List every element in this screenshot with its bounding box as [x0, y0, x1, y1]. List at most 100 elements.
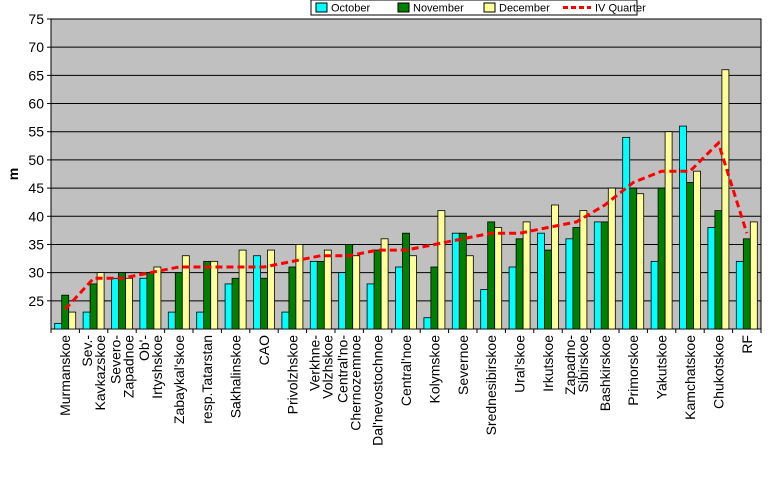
- bar-november: [430, 266, 439, 330]
- legend-swatch: [397, 2, 410, 13]
- x-tick-label: Central'no-Chernozemnoe: [335, 335, 364, 431]
- bar-october: [451, 232, 460, 330]
- x-tick-label-line: Primorskoe: [625, 335, 641, 406]
- x-tick-label: Zapadno-Sibirskoe: [562, 335, 591, 395]
- y-tick-label: 30: [28, 265, 44, 281]
- y-axis-label: m: [5, 168, 21, 180]
- bar-december: [153, 266, 162, 330]
- bar-november: [458, 232, 467, 330]
- x-tick-label: Murmanskoe: [57, 335, 73, 416]
- bar-december: [181, 255, 190, 330]
- x-tick-label: Central'noe: [398, 335, 414, 406]
- x-tick-label: Sev.-Kavkazskoe: [79, 335, 108, 411]
- bar-december: [465, 255, 474, 330]
- bar-december: [494, 227, 503, 330]
- x-tick-label-line: Verkhne-: [306, 335, 322, 391]
- bar-october: [338, 272, 347, 330]
- legend-swatch: [483, 2, 496, 13]
- bar-december: [636, 193, 645, 330]
- bar-october: [537, 232, 545, 330]
- x-tick-label: CAO: [256, 335, 272, 365]
- bar-december: [579, 210, 588, 330]
- x-tick-label-line: Irtyshskoe: [149, 335, 165, 399]
- x-tick-label-line: Zabaykal'skoe: [171, 335, 187, 424]
- legend-label: November: [413, 3, 464, 15]
- x-tick-label-line: CAO: [256, 335, 272, 365]
- legend-label: October: [331, 3, 370, 15]
- x-tick-label-line: Srednesibirskoe: [483, 335, 499, 436]
- bar-november: [572, 227, 581, 330]
- x-tick-label: Privolzhskoe: [284, 335, 300, 415]
- y-tick-label: 35: [28, 236, 44, 252]
- x-tick-label-line: Ob'-: [136, 335, 152, 361]
- bar-october: [224, 283, 233, 330]
- bar-november: [146, 272, 155, 330]
- bar-november: [174, 272, 183, 330]
- x-tick-label-line: Severo-: [108, 335, 124, 384]
- bar-december: [409, 255, 417, 330]
- bar-october: [281, 311, 290, 330]
- bar-december: [238, 249, 247, 330]
- bar-october: [366, 283, 375, 330]
- x-tick-label-line: Zapadnoe: [121, 335, 137, 398]
- bar-october: [54, 322, 63, 330]
- bar-december: [749, 221, 758, 330]
- x-tick-label: resp.Tatarstan: [199, 335, 215, 424]
- x-tick-label-line: Volzhskoe: [319, 335, 335, 399]
- x-tick-label: Severnoe: [455, 335, 471, 395]
- bar-november: [714, 210, 723, 330]
- bar-december: [68, 311, 77, 330]
- bar-november: [118, 272, 126, 330]
- bar-october: [167, 311, 176, 330]
- x-tick-label: Ob'-Irtyshskoe: [136, 335, 165, 399]
- x-tick-label: Kamchatskoe: [682, 335, 698, 420]
- y-tick-label: 75: [28, 11, 44, 27]
- bar-december: [96, 272, 105, 330]
- line-iv-quarter: [64, 140, 749, 311]
- x-tick-label-line: Sev.-: [79, 335, 95, 367]
- bar-november: [89, 283, 98, 330]
- bar-november: [629, 187, 638, 330]
- bar-november: [316, 260, 325, 330]
- bar-november: [600, 221, 609, 330]
- y-tick-label: 25: [28, 293, 44, 309]
- bar-october: [622, 136, 631, 330]
- x-tick-label-line: Bashkirskoe: [597, 335, 613, 411]
- x-tick-label: Dal'nevostochnoe: [370, 335, 386, 446]
- bar-november: [657, 187, 666, 330]
- x-tick-label-line: RF: [739, 335, 755, 354]
- bar-november: [373, 249, 382, 330]
- x-tick-label: Srednesibirskoe: [483, 335, 499, 436]
- x-tick-label-line: Ural'skoe: [512, 335, 528, 393]
- x-tick-label: Kolymskoe: [426, 335, 442, 404]
- x-tick-label-line: Zapadno-: [562, 335, 578, 395]
- bar-october: [423, 317, 432, 330]
- x-tick-label: Primorskoe: [625, 335, 641, 406]
- y-tick-label: 65: [28, 67, 44, 83]
- bar-december: [664, 131, 673, 330]
- x-tick-label: Bashkirskoe: [597, 335, 613, 411]
- bar-december: [693, 170, 701, 330]
- bar-november: [544, 249, 552, 330]
- bar-november: [231, 277, 240, 330]
- bar-november: [260, 277, 268, 330]
- bar-october: [196, 311, 205, 330]
- y-tick-label: 60: [28, 96, 44, 112]
- bar-october: [395, 266, 403, 330]
- bar-december: [125, 277, 133, 330]
- legend-label: December: [499, 3, 550, 15]
- x-tick-label-line: Dal'nevostochnoe: [370, 335, 386, 446]
- bar-november: [487, 221, 496, 330]
- bar-october: [82, 311, 91, 330]
- y-tick-label: 45: [28, 180, 44, 196]
- bar-november: [61, 294, 70, 330]
- x-tick-label-line: Irkutskoe: [540, 335, 556, 392]
- bar-october: [508, 266, 517, 330]
- x-tick-label: Verkhne-Volzhskoe: [306, 335, 335, 399]
- x-tick-label: Zabaykal'skoe: [171, 335, 187, 424]
- legend-item: October: [315, 2, 370, 15]
- legend-item: IV Quarter: [563, 3, 646, 15]
- x-tick-label: Chukotskoe: [710, 335, 726, 409]
- bar-october: [309, 260, 318, 330]
- bar-november: [515, 238, 524, 330]
